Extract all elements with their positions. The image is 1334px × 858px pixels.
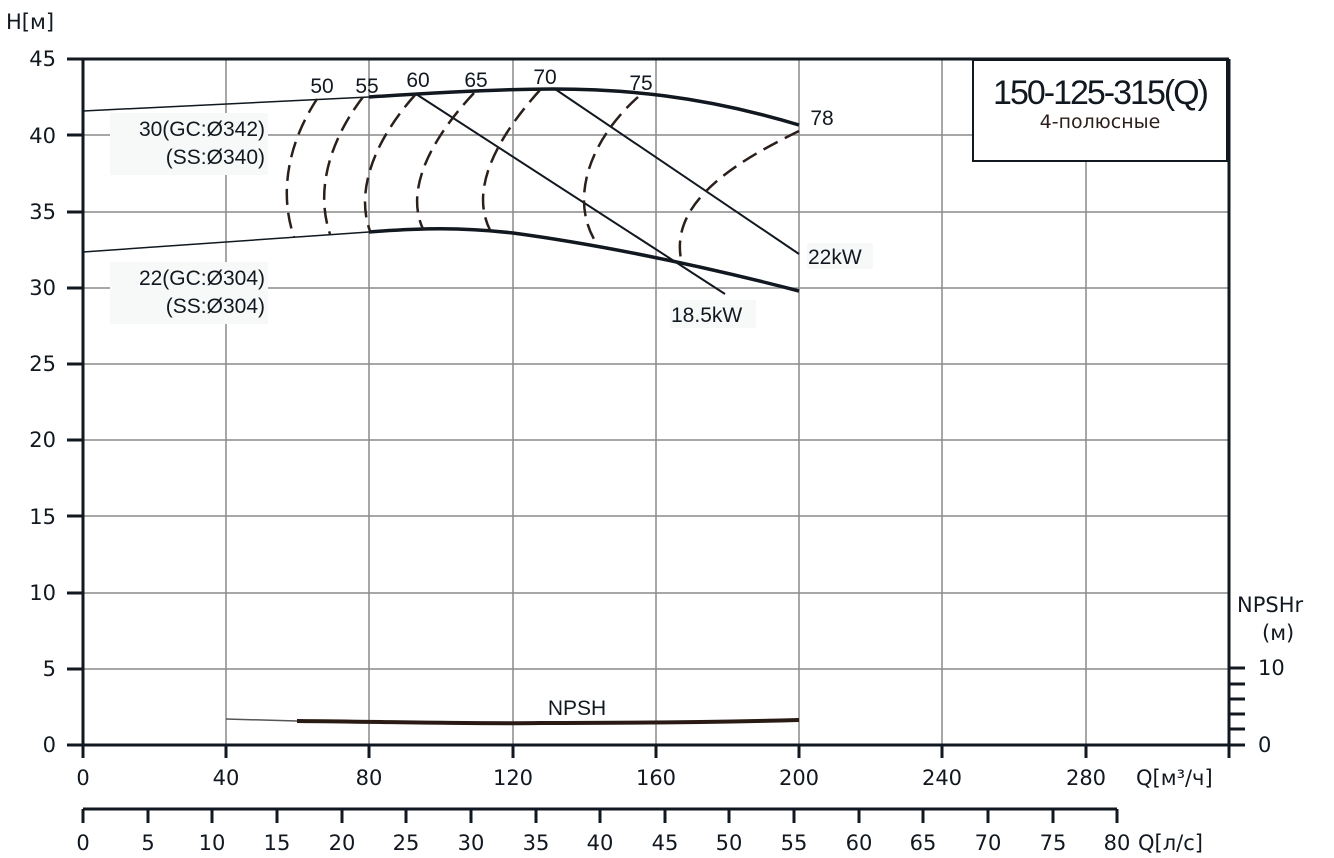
ls-tick-55: 55	[781, 831, 808, 855]
npsh-label: NPSH	[548, 697, 606, 720]
impeller-max-label-ss: (SS:Ø340)	[166, 146, 265, 169]
x-tick-200: 200	[779, 766, 819, 790]
impeller-min-label-ss: (SS:Ø304)	[166, 295, 265, 318]
eff-label-55: 55	[355, 75, 378, 98]
hq-min-curve	[368, 227, 800, 293]
efficiency-labels: 50 55 60 65 70 75 78	[310, 66, 833, 130]
ls-tick-50: 50	[716, 831, 743, 855]
x-tick-0: 0	[76, 766, 89, 790]
x-axis-m3h-ticks	[81, 745, 1088, 758]
ls-tick-60: 60	[846, 831, 873, 855]
x-axis-m3h-title: Q[м³/ч]	[1136, 766, 1213, 790]
model-title: 150-125-315(Q)	[993, 74, 1209, 112]
npsh-extension	[225, 718, 298, 722]
eff-60	[363, 94, 416, 232]
x-axis-ls	[81, 807, 1119, 823]
y-tick-10: 10	[29, 581, 56, 605]
model-title-box: 150-125-315(Q) 4-полюсные	[972, 59, 1228, 162]
power-lines	[415, 88, 800, 295]
eff-65	[415, 92, 475, 230]
ls-tick-45: 45	[652, 831, 679, 855]
npsh-curve	[296, 718, 800, 726]
power-22-label-bg	[807, 243, 873, 269]
npsh-tick-10: 10	[1258, 656, 1285, 680]
ls-tick-25: 25	[393, 831, 420, 855]
x-tick-80: 80	[356, 766, 383, 790]
x-axis-ls-tick-labels: 0 5 10 15 20 25 30 35 40 45 50 55 60 65 …	[76, 831, 1130, 855]
y-tick-35: 35	[29, 200, 56, 224]
x-tick-240: 240	[922, 766, 962, 790]
ls-tick-20: 20	[329, 831, 356, 855]
power-18-5-label-bg	[670, 300, 756, 328]
y-axis-title: H[м]	[6, 10, 54, 34]
x-tick-120: 120	[493, 766, 533, 790]
eff-label-65: 65	[464, 69, 487, 92]
ls-tick-30: 30	[458, 831, 485, 855]
ls-tick-5: 5	[141, 831, 154, 855]
ls-tick-75: 75	[1040, 831, 1067, 855]
ls-tick-10: 10	[199, 831, 226, 855]
impeller-min-label-bg	[110, 262, 268, 324]
impeller-max-label-bg	[110, 113, 268, 175]
power-label-22kw: 22kW	[808, 246, 862, 269]
ls-tick-0: 0	[76, 831, 89, 855]
npsh-tick-0: 0	[1258, 733, 1271, 757]
eff-75	[582, 96, 639, 245]
eff-label-75: 75	[629, 72, 652, 95]
model-subtitle: 4-полюсные	[1039, 111, 1161, 133]
ls-tick-35: 35	[523, 831, 550, 855]
npsh-label-bg	[540, 694, 614, 720]
hq-min-extension	[82, 231, 370, 253]
eff-70	[481, 89, 541, 231]
y-tick-45: 45	[29, 47, 56, 71]
y-tick-5: 5	[43, 657, 56, 681]
npsh-axis-title: NPSHr	[1237, 593, 1303, 617]
impeller-min-label: 22(GC:Ø304)	[139, 267, 265, 290]
y-axis-ticks	[67, 57, 83, 671]
x-axis-ls-title: Q[л/с]	[1138, 831, 1203, 855]
eff-label-70: 70	[533, 66, 556, 89]
power-label-18-5kw: 18.5kW	[671, 304, 742, 327]
y-tick-20: 20	[29, 428, 56, 452]
eff-78	[678, 129, 800, 260]
hq-curves	[82, 87, 800, 293]
y-tick-40: 40	[29, 124, 56, 148]
eff-label-60: 60	[406, 69, 429, 92]
eff-label-50: 50	[310, 75, 333, 98]
ls-tick-40: 40	[587, 831, 614, 855]
y-tick-15: 15	[29, 505, 56, 529]
npsh-axis-unit: (м)	[1262, 621, 1294, 645]
x-tick-280: 280	[1066, 766, 1106, 790]
ls-tick-15: 15	[264, 831, 291, 855]
eff-55	[323, 96, 364, 235]
efficiency-curves	[285, 89, 800, 260]
x-tick-160: 160	[636, 766, 676, 790]
npsh-axis-ticks	[1229, 666, 1245, 731]
y-tick-30: 30	[29, 276, 56, 300]
x-axis-m3h-tick-labels: 0 40 80 120 160 200 240 280	[76, 766, 1106, 790]
hq-max-curve	[368, 87, 800, 127]
ls-tick-80: 80	[1104, 831, 1131, 855]
ls-tick-70: 70	[975, 831, 1002, 855]
impeller-max-label: 30(GC:Ø342)	[139, 118, 265, 141]
power-line-22kw	[554, 88, 800, 255]
x-tick-40: 40	[213, 766, 240, 790]
y-tick-0: 0	[43, 733, 56, 757]
grid-lines	[83, 59, 1229, 745]
power-line-18-5kw	[415, 93, 726, 295]
ls-tick-65: 65	[910, 831, 937, 855]
y-tick-25: 25	[29, 352, 56, 376]
y-axis-tick-labels: 0 5 10 15 20 25 30 35 40 45	[29, 47, 56, 757]
hq-max-extension	[82, 96, 370, 112]
eff-label-78: 78	[810, 107, 833, 130]
eff-50	[285, 98, 319, 238]
